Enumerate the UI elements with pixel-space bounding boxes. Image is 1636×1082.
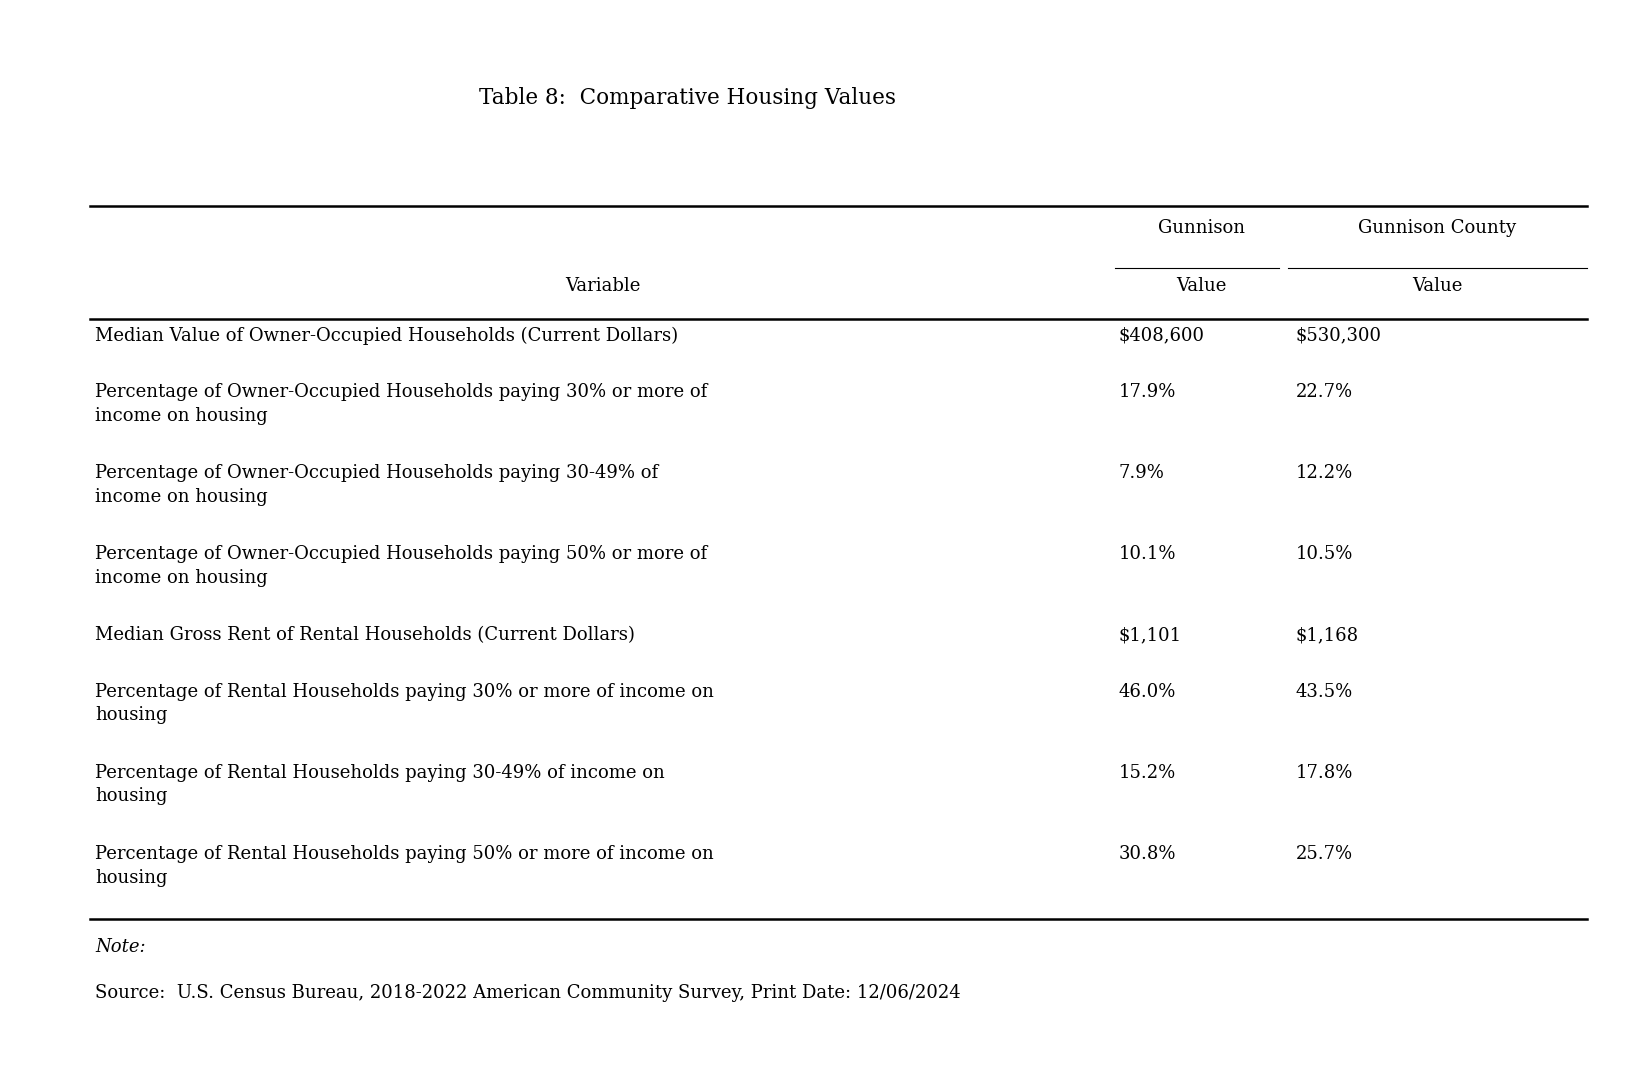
Text: 46.0%: 46.0% [1119, 683, 1176, 701]
Text: Median Value of Owner-Occupied Households (Current Dollars): Median Value of Owner-Occupied Household… [95, 327, 677, 345]
Text: $1,101: $1,101 [1119, 626, 1181, 645]
Text: 10.5%: 10.5% [1296, 545, 1353, 564]
Text: 10.1%: 10.1% [1119, 545, 1176, 564]
Text: 17.9%: 17.9% [1119, 383, 1176, 401]
Text: Percentage of Rental Households paying 30% or more of income on
housing: Percentage of Rental Households paying 3… [95, 683, 713, 724]
Text: Percentage of Rental Households paying 30-49% of income on
housing: Percentage of Rental Households paying 3… [95, 764, 664, 805]
Text: 12.2%: 12.2% [1296, 464, 1353, 483]
Text: Percentage of Owner-Occupied Households paying 50% or more of
income on housing: Percentage of Owner-Occupied Households … [95, 545, 707, 586]
Text: Variable: Variable [564, 277, 640, 295]
Text: Value: Value [1412, 277, 1463, 295]
Text: Value: Value [1176, 277, 1227, 295]
Text: 30.8%: 30.8% [1119, 845, 1176, 863]
Text: Source:  U.S. Census Bureau, 2018-2022 American Community Survey, Print Date: 12: Source: U.S. Census Bureau, 2018-2022 Am… [95, 984, 960, 1002]
Text: $1,168: $1,168 [1296, 626, 1360, 645]
Text: 43.5%: 43.5% [1296, 683, 1353, 701]
Text: Percentage of Owner-Occupied Households paying 30% or more of
income on housing: Percentage of Owner-Occupied Households … [95, 383, 707, 424]
Text: 25.7%: 25.7% [1296, 845, 1353, 863]
Text: Percentage of Rental Households paying 50% or more of income on
housing: Percentage of Rental Households paying 5… [95, 845, 713, 886]
Text: 15.2%: 15.2% [1119, 764, 1176, 782]
Text: Median Gross Rent of Rental Households (Current Dollars): Median Gross Rent of Rental Households (… [95, 626, 635, 645]
Text: 22.7%: 22.7% [1296, 383, 1353, 401]
Text: Gunnison County: Gunnison County [1358, 219, 1517, 237]
Text: Gunnison: Gunnison [1158, 219, 1245, 237]
Text: 17.8%: 17.8% [1296, 764, 1353, 782]
Text: Table 8:  Comparative Housing Values: Table 8: Comparative Housing Values [479, 87, 895, 108]
Text: $408,600: $408,600 [1119, 327, 1204, 345]
Text: $530,300: $530,300 [1296, 327, 1382, 345]
Text: 7.9%: 7.9% [1119, 464, 1165, 483]
Text: Note:: Note: [95, 938, 146, 956]
Text: Percentage of Owner-Occupied Households paying 30-49% of
income on housing: Percentage of Owner-Occupied Households … [95, 464, 658, 505]
